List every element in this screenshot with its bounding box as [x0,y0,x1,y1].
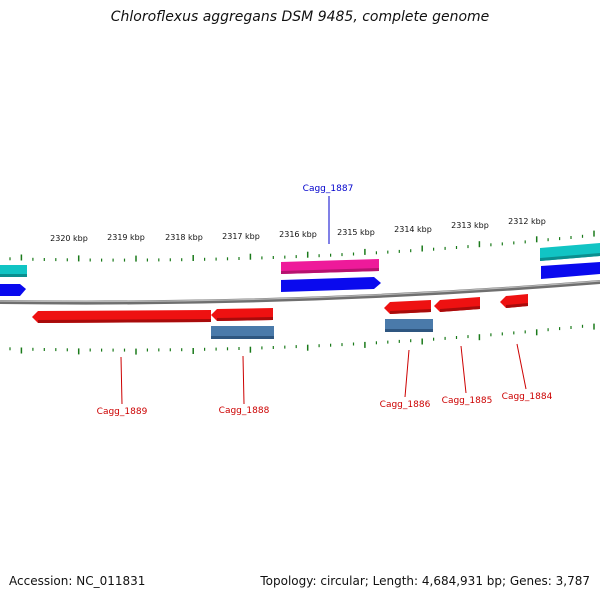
genome-backbone-highlight [0,280,600,303]
cds-feature-plus-right[interactable] [541,262,600,279]
label-leader-cagg-1888 [242,355,245,405]
gene-feature-teal-shadow [0,274,27,277]
cds-feature-plus[interactable] [0,284,26,296]
gene-feature-cagg-1888[interactable] [211,326,274,339]
label-leader-cagg-1885 [460,345,467,394]
scale-label: 2320 kbp [50,234,88,243]
genome-title: Chloroflexus aggregans DSM 9485, complet… [110,9,490,25]
scale-label: 2314 kbp [394,225,432,234]
genome-summary-text: Topology: circular; Length: 4,684,931 bp… [260,574,590,588]
scale-label: 2318 kbp [165,233,203,242]
scale-label: 2312 kbp [508,217,546,226]
cds-shadow [440,306,480,312]
gene-feature-cagg-1886[interactable] [385,319,433,332]
cds-shadow [506,303,528,308]
gene-feature-shadow [211,336,274,339]
cds-shadow [390,309,431,314]
gene-label-cagg-1884[interactable]: Cagg_1884 [502,392,553,402]
gene-label-cagg-1888[interactable]: Cagg_1888 [219,406,270,416]
scale-ticks-top [9,230,595,262]
gene-label-cagg-1887[interactable]: Cagg_1887 [303,184,354,194]
gene-feature-shadow [281,268,379,274]
gene-label-cagg-1886[interactable]: Cagg_1886 [380,400,431,410]
cds-feature-cagg-1887[interactable] [281,277,381,292]
gene-label-cagg-1885[interactable]: Cagg_1885 [442,396,493,406]
genome-backbone [0,280,600,305]
gene-label-cagg-1889[interactable]: Cagg_1889 [97,407,148,417]
gene-feature-shadow [385,329,433,332]
scale-label: 2317 kbp [222,232,260,241]
label-leader-cagg-1889 [120,356,123,405]
scale-label: 2313 kbp [451,221,489,230]
gene-feature-teal-right-shadow [540,253,600,261]
scale-label: 2316 kbp [279,230,317,239]
accession-text: Accession: NC_011831 [9,574,146,588]
scale-label: 2319 kbp [107,233,145,242]
cds-shadow [217,317,273,321]
scale-ticks-bottom [9,323,595,355]
scale-labels: 2320 kbp 2319 kbp 2318 kbp 2317 kbp 2316… [50,217,546,243]
label-leader-cagg-1884 [516,343,527,390]
label-leader-cagg-1886 [404,349,410,398]
cds-shadow [38,319,211,323]
scale-label: 2315 kbp [337,228,375,237]
